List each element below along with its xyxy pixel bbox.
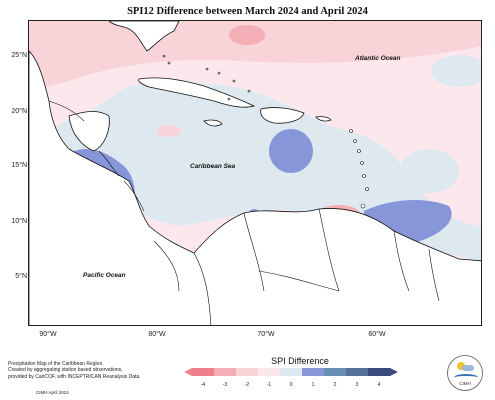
map-title: SPI12 Difference between March 2024 and …	[127, 6, 368, 17]
wave-icon	[454, 374, 478, 381]
lon-label-90w: 90°W	[39, 331, 57, 338]
credit-line: Created by aggregating station based obs…	[8, 367, 123, 374]
lat-label-5n: 5°N	[15, 273, 27, 280]
cloud-icon	[462, 365, 474, 371]
coastlines	[29, 21, 481, 325]
pacific-ocean-label: Pacific Ocean	[83, 272, 126, 279]
legend-tick-label: -4	[201, 382, 206, 388]
legend-swatch	[324, 368, 347, 376]
cimh-logo: CIMH	[447, 355, 483, 391]
blue-patch-atlantic	[431, 55, 481, 87]
legend-tick-label: -3	[223, 382, 228, 388]
legend-swatch	[258, 368, 281, 376]
puerto-rico	[315, 116, 332, 122]
pink-spot-north	[229, 25, 265, 45]
legend-tick-label: 3	[356, 382, 359, 388]
legend-tick-label: -2	[245, 382, 250, 388]
jamaica	[203, 119, 223, 127]
mainland	[29, 50, 481, 325]
lon-label-70w: 70°W	[257, 331, 275, 338]
florida-land	[108, 21, 180, 52]
lon-label-60w: 60°W	[368, 331, 386, 338]
legend-swatch	[346, 368, 369, 376]
legend-tick-label: 4	[378, 382, 381, 388]
map-panel	[28, 20, 482, 326]
lat-label-20n: 20°N	[11, 108, 27, 115]
credit-line: provided by CariCOF, with INCEPTRICAN Re…	[8, 373, 141, 380]
cuba	[138, 77, 256, 108]
legend-swatch	[192, 368, 215, 376]
country-borders	[48, 100, 440, 325]
caribbean-sea-label: Caribbean Sea	[190, 163, 236, 170]
legend-tick-label: -1	[267, 382, 272, 388]
legend-swatch	[236, 368, 259, 376]
legend-swatch	[280, 368, 303, 376]
lat-label-25n: 25°N	[11, 52, 27, 59]
lat-label-15n: 15°N	[11, 162, 27, 169]
atlantic-ocean-label: Atlantic Ocean	[355, 55, 401, 62]
sun-icon	[457, 362, 465, 370]
lat-label-10n: 10°N	[11, 218, 27, 225]
logo-text: CIMH	[459, 381, 471, 386]
hispaniola	[260, 107, 305, 124]
credits-block: Precipitation Map of the Caribbean Regio…	[8, 361, 188, 380]
spi-map-svg	[29, 21, 481, 325]
dark-blue-central	[269, 129, 313, 173]
legend-swatch	[368, 368, 391, 376]
legend-swatch	[302, 368, 325, 376]
legend-title: SPI Difference	[271, 356, 329, 366]
credit-line: Precipitation Map of the Caribbean Regio…	[8, 361, 104, 367]
legend-tick-label: 1	[312, 382, 315, 388]
pink-patch-jamaica	[157, 125, 181, 137]
legend-tick-label: 2	[334, 382, 337, 388]
legend-swatch	[214, 368, 237, 376]
legend-colorbar: -4 -3 -2 -1 0 1 2 3 4	[184, 368, 398, 388]
blue-patch-east	[399, 149, 459, 193]
yucatan	[68, 111, 110, 152]
copyright-text: CIMH April 2024	[36, 390, 69, 395]
legend-arrow-left	[184, 368, 192, 376]
lon-label-80w: 80°W	[148, 331, 166, 338]
lesser-antilles	[162, 54, 369, 209]
legend-tick-label: 0	[290, 382, 293, 388]
legend-arrow-right	[390, 368, 398, 376]
